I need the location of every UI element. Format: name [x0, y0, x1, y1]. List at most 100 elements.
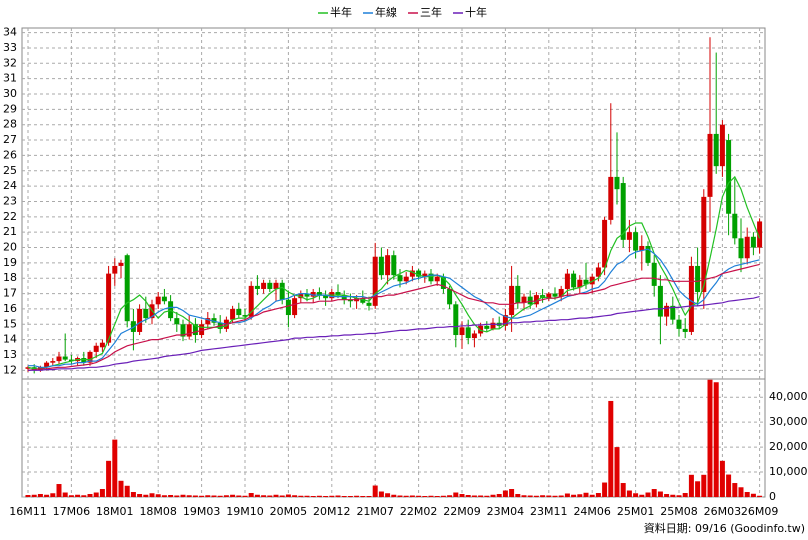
- volume-bar: [378, 491, 384, 497]
- x-tick-label: 20M12: [313, 505, 351, 518]
- volume-bar: [385, 493, 391, 497]
- volume-bar: [688, 474, 694, 497]
- candle-body: [106, 273, 112, 343]
- volume-bar: [118, 480, 124, 497]
- volume-bar: [99, 489, 105, 497]
- candle-body: [124, 255, 130, 322]
- legend-label: 半年: [330, 5, 352, 19]
- volume-bar: [614, 447, 620, 497]
- y-tick-label: 26: [3, 148, 17, 161]
- volume-bar: [409, 495, 415, 497]
- candle-body: [552, 293, 558, 297]
- y2-tick-label: 30,000: [769, 415, 808, 428]
- volume-bar: [744, 492, 750, 497]
- y-tick-label: 18: [3, 271, 17, 284]
- candle-body: [416, 270, 422, 277]
- candle-body: [459, 327, 465, 336]
- x-tick-label: 22M02: [400, 505, 438, 518]
- candle-body: [62, 356, 68, 360]
- candle-body: [335, 292, 341, 296]
- candle-body: [385, 255, 391, 276]
- candle-body: [403, 276, 409, 282]
- candle-body: [750, 236, 756, 248]
- volume-bar: [186, 495, 192, 497]
- volume-bar: [546, 495, 552, 497]
- volume-bar: [422, 496, 428, 497]
- volume-bar: [707, 379, 713, 497]
- volume-bar: [323, 496, 329, 497]
- candle-body: [174, 318, 180, 325]
- volume-bar: [577, 494, 583, 497]
- volume-bar: [137, 494, 143, 497]
- y-tick-label: 28: [3, 118, 17, 131]
- x-tick-label: 19M03: [183, 505, 221, 518]
- volume-bar: [205, 495, 211, 497]
- candle-body: [391, 255, 397, 276]
- y-tick-label: 30: [3, 87, 17, 100]
- candle-body: [230, 308, 236, 320]
- y-tick-label: 21: [3, 225, 17, 238]
- ma-line: [27, 175, 761, 370]
- volume-bar: [738, 487, 744, 497]
- candle-body: [112, 265, 118, 274]
- candle-body: [155, 296, 161, 305]
- volume-bar: [589, 494, 595, 497]
- y-tick-label: 13: [3, 348, 17, 361]
- candle-body: [180, 324, 186, 337]
- y2-tick-label: 0: [769, 490, 776, 503]
- candle-body: [192, 324, 198, 336]
- volume-bar: [267, 495, 273, 497]
- volume-bar: [670, 494, 676, 497]
- volume-bar: [199, 495, 205, 497]
- volume-bar: [168, 495, 174, 497]
- volume-bar: [713, 382, 719, 497]
- volume-bar: [490, 494, 496, 497]
- candle-body: [521, 296, 527, 303]
- candle-body: [310, 292, 316, 297]
- candle-body: [583, 279, 589, 285]
- volume-bar: [726, 474, 732, 497]
- candle-body: [465, 327, 471, 339]
- candle-body: [93, 345, 99, 352]
- x-tick-label: 19M10: [226, 505, 264, 518]
- candle-body: [50, 361, 56, 363]
- x-tick-label: 17M06: [53, 505, 91, 518]
- volume-bar: [279, 495, 285, 497]
- volume-bar: [242, 495, 248, 497]
- candle-body: [484, 325, 490, 329]
- volume-bar: [676, 495, 682, 497]
- x-tick-label: 26M09: [741, 505, 779, 518]
- volume-bar: [602, 482, 608, 497]
- y-tick-label: 29: [3, 102, 17, 115]
- candle-body: [502, 315, 508, 326]
- volume-bar: [50, 493, 56, 497]
- volume-bar: [471, 495, 477, 497]
- candle-body: [285, 299, 291, 316]
- volume-bar: [608, 400, 614, 497]
- volume-bar: [68, 495, 74, 497]
- volume-bar: [372, 485, 378, 497]
- volume-bar: [484, 495, 490, 497]
- y2-tick-label: 40,000: [769, 390, 808, 403]
- volume-bar: [620, 483, 626, 497]
- volume-bar: [403, 495, 409, 497]
- candle-body: [676, 319, 682, 329]
- volume-bar: [75, 494, 81, 497]
- volume-bar: [391, 494, 397, 497]
- volume-bar: [130, 492, 136, 497]
- candle-body: [589, 276, 595, 285]
- ma-line: [27, 263, 760, 371]
- candle-body: [397, 275, 403, 282]
- y-tick-label: 20: [3, 241, 17, 254]
- volume-bar: [552, 495, 558, 497]
- candle-body: [645, 245, 651, 263]
- volume-bar: [180, 494, 186, 497]
- volume-bar: [558, 495, 564, 497]
- volume-bar: [496, 494, 502, 497]
- volume-bar: [37, 494, 43, 497]
- candle-body: [267, 282, 273, 289]
- volume-bar: [719, 460, 725, 497]
- candle-body: [44, 362, 50, 368]
- volume-bar: [304, 495, 310, 497]
- volume-bar: [757, 495, 763, 497]
